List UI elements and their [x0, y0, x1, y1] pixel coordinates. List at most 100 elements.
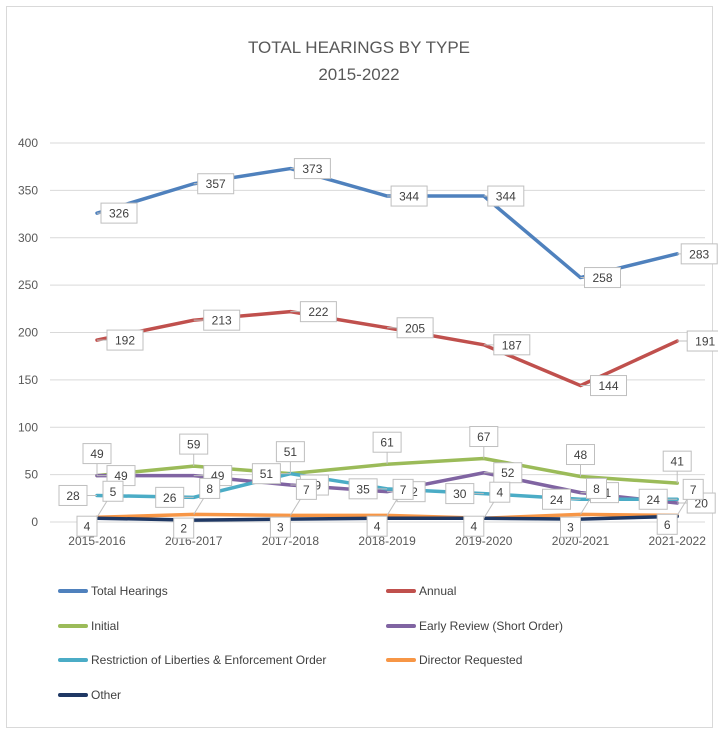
data-label-box — [199, 477, 221, 499]
legend-swatch — [58, 589, 88, 593]
data-label: 344 — [496, 190, 516, 204]
legend-item: Other — [58, 688, 121, 702]
legend-swatch — [386, 589, 416, 593]
x-tick-label: 2019-2020 — [455, 534, 513, 548]
legend-swatch — [386, 623, 416, 628]
data-label-box — [251, 463, 281, 485]
data-label: 51 — [284, 445, 298, 459]
data-label-box — [299, 301, 337, 323]
data-label-box — [100, 202, 138, 224]
data-label: 192 — [115, 334, 135, 348]
data-label-box — [493, 334, 531, 356]
data-label-box — [542, 488, 571, 510]
data-label: 222 — [308, 305, 328, 319]
data-label: 4 — [374, 520, 381, 534]
data-label-box — [396, 317, 434, 339]
data-label-box — [584, 267, 621, 289]
data-label-box — [662, 450, 692, 472]
y-tick-label: 150 — [18, 373, 38, 387]
data-label-box — [489, 481, 511, 503]
legend-swatch — [58, 693, 88, 698]
chart-subtitle: 2015-2022 — [318, 65, 400, 84]
legend-label: Early Review (Short Order) — [419, 618, 564, 633]
data-label: 8 — [206, 482, 213, 496]
data-label-box — [487, 185, 525, 207]
x-tick-label: 2015-2016 — [68, 534, 126, 548]
data-label: 49 — [114, 469, 128, 483]
x-tick-label: 2018-2019 — [358, 534, 416, 548]
y-tick-label: 0 — [31, 515, 38, 529]
data-label-box — [566, 444, 595, 466]
chart-frame — [6, 6, 713, 728]
data-label: 3 — [277, 521, 284, 535]
legend-item: Restriction of Liberties & Enforcement O… — [58, 653, 326, 667]
data-label-box — [293, 158, 331, 180]
data-label-box — [76, 515, 98, 537]
data-label: 26 — [163, 491, 177, 505]
y-tick-label: 300 — [18, 231, 38, 245]
data-label: 59 — [187, 438, 201, 452]
legend-swatch — [58, 623, 88, 628]
data-label-box — [106, 329, 144, 351]
data-label: 5 — [110, 485, 117, 499]
data-label: 24 — [647, 493, 661, 507]
data-label: 144 — [598, 379, 618, 393]
data-label-box — [173, 517, 195, 539]
data-label-box — [295, 478, 317, 500]
data-label: 28 — [66, 489, 80, 503]
data-label: 258 — [592, 271, 612, 285]
data-label-box — [638, 488, 668, 510]
data-label-box — [155, 486, 185, 508]
data-label-box — [58, 484, 88, 506]
data-label-box — [372, 431, 402, 453]
chart-title: TOTAL HEARINGS BY TYPE — [247, 38, 470, 57]
legend-label: Initial — [91, 618, 120, 633]
legend-label: Director Requested — [419, 653, 523, 668]
y-tick-label: 50 — [25, 468, 39, 482]
data-label: 24 — [550, 493, 564, 507]
data-label: 6 — [664, 518, 671, 532]
legend-item: Annual — [386, 584, 456, 598]
data-label: 7 — [400, 483, 407, 497]
data-label: 30 — [453, 487, 467, 501]
data-label: 35 — [356, 482, 370, 496]
data-label-box — [445, 483, 475, 505]
data-label: 213 — [212, 314, 232, 328]
data-label-box — [348, 478, 378, 500]
legend-swatch — [386, 658, 416, 663]
data-label-box — [392, 478, 414, 500]
data-label: 2 — [180, 522, 187, 536]
data-label-box — [269, 516, 291, 538]
data-label: 4 — [470, 520, 477, 534]
series-line-total-hearings — [95, 166, 679, 280]
data-label-box — [686, 330, 718, 352]
data-label: 357 — [206, 177, 226, 191]
y-tick-label: 200 — [18, 326, 38, 340]
legend-label: Annual — [419, 584, 457, 598]
data-label-box — [102, 480, 124, 502]
data-label: 20 — [695, 497, 709, 511]
legend-item: Director Requested — [386, 653, 522, 667]
data-label-box — [656, 513, 678, 535]
data-label-box — [82, 443, 112, 465]
data-label-box — [680, 243, 718, 265]
data-label-box — [682, 478, 704, 500]
data-label: 7 — [303, 483, 310, 497]
legend-item: Total Hearings — [58, 584, 168, 598]
data-label: 344 — [399, 190, 419, 204]
data-label: 51 — [260, 467, 274, 481]
data-label: 373 — [302, 162, 322, 176]
legend-item: Initial — [58, 619, 119, 633]
data-label-box — [179, 433, 209, 455]
x-tick-label: 2021-2022 — [649, 534, 707, 548]
legend-label: Restriction of Liberties & Enforcement O… — [91, 653, 327, 668]
data-label: 61 — [380, 436, 394, 450]
data-label: 326 — [109, 207, 129, 221]
data-label: 4 — [84, 520, 91, 534]
data-label-box — [390, 185, 428, 207]
data-label: 48 — [574, 448, 588, 462]
legend-swatch — [58, 658, 88, 663]
data-label: 41 — [671, 455, 685, 469]
data-label-box — [366, 515, 388, 537]
data-label-box — [275, 441, 305, 463]
